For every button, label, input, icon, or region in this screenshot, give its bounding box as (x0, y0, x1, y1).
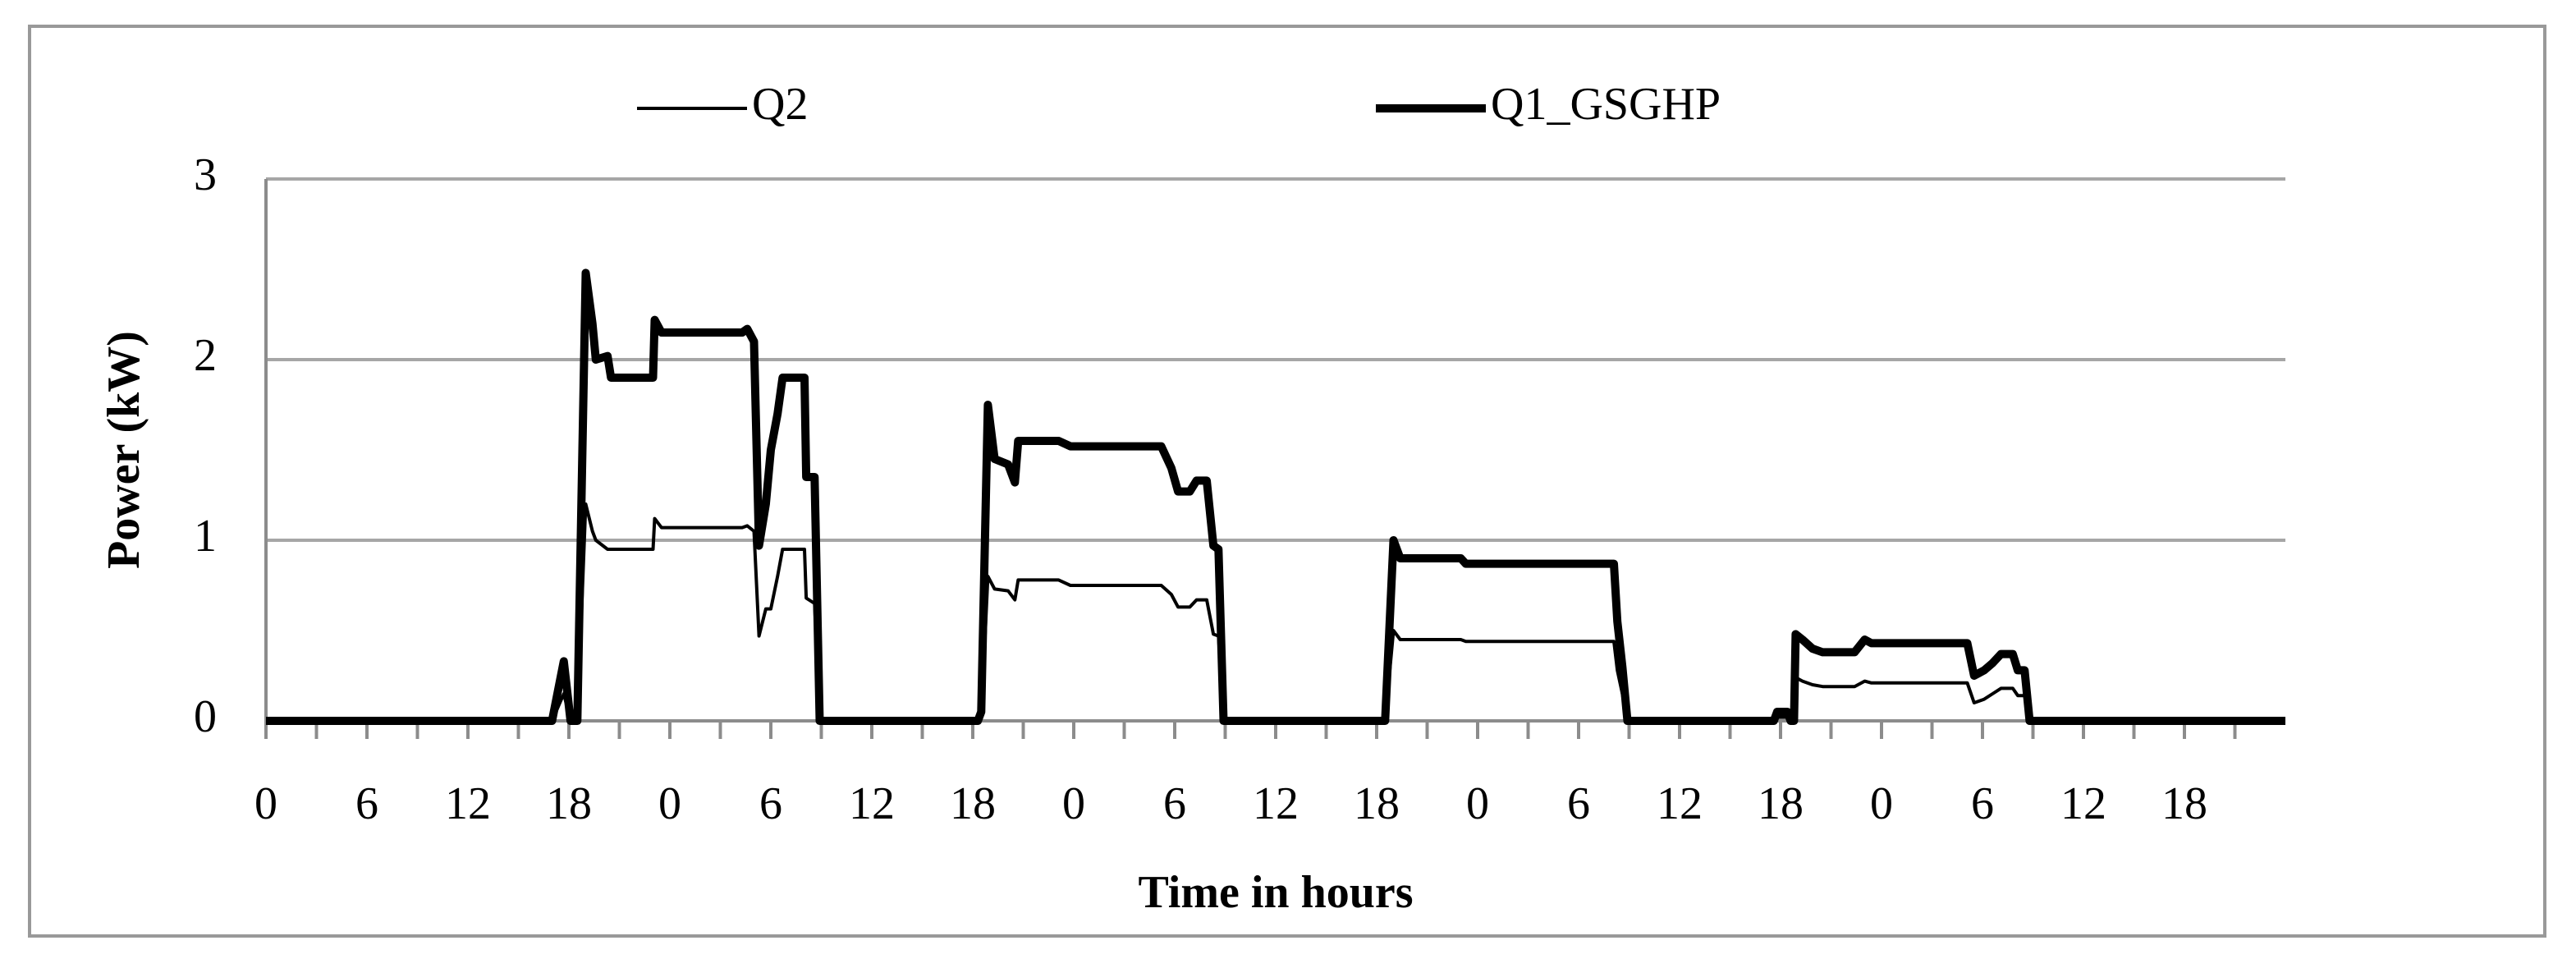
y-tick-label: 3 (194, 149, 217, 200)
x-tick-label: 0 (1466, 778, 1489, 829)
series-line (266, 502, 2285, 723)
x-tick-label: 6 (1163, 778, 1186, 829)
y-tick-label: 0 (194, 691, 217, 742)
x-tick-label: 6 (355, 778, 378, 829)
x-tick-label: 18 (950, 778, 996, 829)
x-tick-label: 0 (1870, 778, 1893, 829)
legend-label: Q2 (752, 79, 808, 130)
legend-label: Q1_GSGHP (1491, 79, 1721, 130)
x-tick-label: 12 (849, 778, 895, 829)
x-tick-label: 0 (254, 778, 277, 829)
x-tick-label: 6 (1971, 778, 1994, 829)
x-tick-label: 0 (1062, 778, 1085, 829)
x-axis-title: Time in hours (1138, 867, 1413, 918)
x-tick-label: 12 (1253, 778, 1299, 829)
x-tick-label: 6 (1567, 778, 1590, 829)
y-tick-label: 2 (194, 330, 217, 381)
x-tick-label: 12 (445, 778, 491, 829)
x-tick-label: 18 (1354, 778, 1400, 829)
x-tick-label: 12 (2060, 778, 2106, 829)
y-axis-title: Power (kW) (99, 331, 149, 569)
x-tick-label: 18 (2161, 778, 2207, 829)
x-tick-label: 18 (546, 778, 592, 829)
x-tick-label: 12 (1657, 778, 1703, 829)
x-tick-label: 18 (1758, 778, 1804, 829)
x-tick-label: 6 (759, 778, 782, 829)
y-tick-label: 1 (194, 511, 217, 562)
series-line (266, 268, 2285, 725)
x-tick-label: 0 (658, 778, 681, 829)
